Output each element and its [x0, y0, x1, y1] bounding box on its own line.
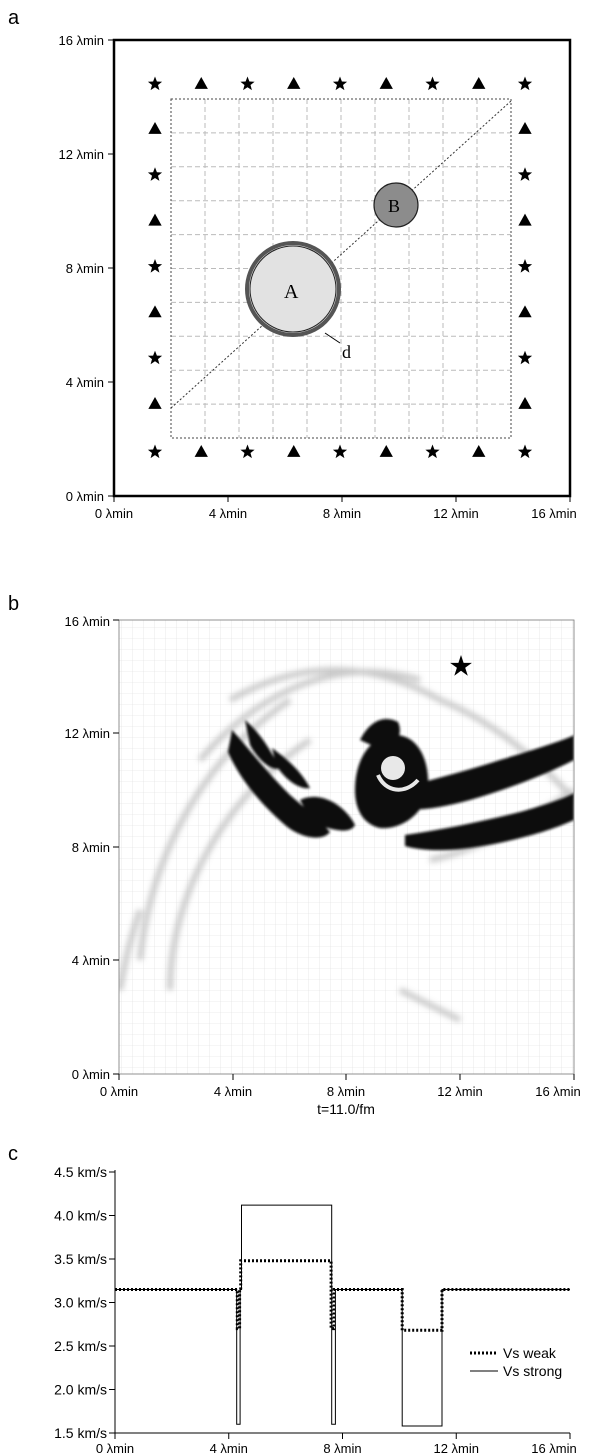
panel-a-x-ticks: 0 λmin 4 λmin 8 λmin 12 λmin 16 λmin [95, 496, 577, 521]
c-xtick-label: 12 λmin [433, 1441, 479, 1454]
receiver-triangle-icon [472, 445, 486, 457]
c-ytick-label: 2.5 km/s [54, 1338, 107, 1354]
anomaly-a [245, 241, 341, 337]
time-caption: t=11.0/fm [317, 1101, 375, 1117]
anomaly-b [373, 182, 419, 228]
series-vs-weak [115, 1259, 570, 1332]
receiver-star-icon [147, 350, 163, 365]
diagonal-profile [170, 100, 512, 409]
c-ytick-label: 1.5 km/s [54, 1425, 107, 1441]
receiver-triangle-icon [379, 445, 393, 457]
receiver-triangle-icon [287, 77, 301, 89]
legend-label-weak: Vs weak [503, 1345, 557, 1361]
c-ytick-label: 3.0 km/s [54, 1295, 107, 1311]
receiver-triangle-icon [379, 77, 393, 89]
c-series [115, 1204, 570, 1427]
receiver-star-icon [240, 76, 255, 91]
receivers [147, 76, 533, 459]
c-ytick-label: 2.0 km/s [54, 1382, 107, 1398]
c-ytick-label: 4.0 km/s [54, 1208, 107, 1224]
a-ytick-label: 4 λmin [66, 375, 104, 390]
a-ytick-label: 12 λmin [58, 147, 104, 162]
a-xtick-label: 12 λmin [433, 506, 479, 521]
receiver-triangle-icon [518, 213, 532, 226]
receiver-star-icon [332, 76, 348, 91]
c-ytick-label: 3.5 km/s [54, 1251, 107, 1267]
b-xtick-label: 12 λmin [437, 1084, 483, 1099]
c-ytick-label: 4.5 km/s [54, 1164, 107, 1180]
receiver-star-icon [425, 444, 440, 459]
series-vs-strong [115, 1204, 570, 1427]
b-xtick-label: 4 λmin [214, 1084, 252, 1099]
receiver-triangle-icon [194, 77, 208, 89]
c-xtick-label: 16 λmin [531, 1441, 577, 1454]
c-xtick-label: 4 λmin [210, 1441, 248, 1454]
a-ytick-label: 16 λmin [58, 33, 104, 48]
panel-a: a A B d 16 λmin 12 λmin 8 λmin 4 λmin 0 … [8, 7, 577, 521]
receiver-star-icon [517, 350, 533, 365]
receiver-star-icon [517, 76, 533, 91]
a-ytick-label: 8 λmin [66, 261, 104, 276]
label-d: d [342, 342, 351, 362]
b-xtick-label: 0 λmin [100, 1084, 138, 1099]
a-xtick-label: 0 λmin [95, 506, 133, 521]
c-y-ticks: 1.5 km/s 2.0 km/s 2.5 km/s 3.0 km/s 3.5 km/s… [54, 1164, 115, 1441]
c-x-ticks: 0 λmin 4 λmin 8 λmin 12 λmin 16 λmin [96, 1433, 577, 1454]
c-xtick-label: 0 λmin [96, 1441, 134, 1454]
receiver-triangle-icon [287, 445, 301, 457]
panel-b-x-ticks: 0 λmin 4 λmin 8 λmin 12 λmin 16 λmin [100, 1074, 581, 1099]
b-ytick-label: 8 λmin [72, 840, 110, 855]
inner-grid [171, 99, 511, 438]
panel-c-label: c [8, 1143, 18, 1165]
label-b: B [388, 196, 400, 216]
receiver-triangle-icon [518, 397, 532, 409]
b-xtick-label: 16 λmin [535, 1084, 581, 1099]
c-legend: Vs weak Vs strong [470, 1345, 562, 1379]
a-xtick-label: 16 λmin [531, 506, 577, 521]
legend-label-strong: Vs strong [503, 1363, 562, 1379]
spectral-element-mesh [119, 620, 574, 1074]
receiver-star-icon [517, 444, 533, 459]
a-xtick-label: 8 λmin [323, 506, 361, 521]
panel-b: b [8, 593, 581, 1117]
receiver-triangle-icon [472, 77, 486, 89]
receiver-triangle-icon [518, 305, 532, 318]
wavefield-snapshot [119, 667, 574, 1023]
b-ytick-label: 12 λmin [64, 726, 110, 741]
receiver-star-icon [517, 259, 533, 273]
receiver-triangle-icon [194, 445, 208, 457]
receiver-star-icon [147, 167, 163, 181]
b-ytick-label: 16 λmin [64, 614, 110, 629]
label-d-leader [324, 332, 341, 344]
receiver-star-icon [517, 167, 533, 181]
panel-c: c 1.5 km/s 2.0 km/s 2.5 km/s 3.0 km/s 3.5 km… [8, 1143, 577, 1454]
source-star-icon [450, 655, 472, 676]
receiver-triangle-icon [518, 122, 532, 134]
label-a: A [284, 281, 299, 303]
inner-region [170, 98, 512, 439]
a-ytick-label: 0 λmin [66, 489, 104, 504]
receiver-star-icon [240, 444, 255, 459]
receiver-triangle-icon [148, 213, 162, 226]
panel-a-label: a [8, 7, 20, 29]
panel-b-y-ticks: 16 λmin 12 λmin 8 λmin 4 λmin 0 λmin [64, 614, 119, 1082]
receiver-star-icon [147, 444, 163, 459]
b-ytick-label: 4 λmin [72, 953, 110, 968]
receiver-triangle-icon [148, 122, 162, 134]
receiver-star-icon [332, 444, 348, 459]
b-ytick-label: 0 λmin [72, 1067, 110, 1082]
receiver-star-icon [147, 259, 163, 273]
receiver-star-icon [147, 76, 163, 91]
receiver-triangle-icon [148, 305, 162, 318]
panel-b-label: b [8, 593, 19, 615]
receiver-triangle-icon [148, 397, 162, 409]
b-xtick-label: 8 λmin [327, 1084, 365, 1099]
c-xtick-label: 8 λmin [323, 1441, 361, 1454]
receiver-star-icon [425, 76, 440, 91]
anomaly-a-inner-edge [249, 245, 337, 333]
panel-a-y-ticks: 16 λmin 12 λmin 8 λmin 4 λmin 0 λmin [58, 33, 114, 504]
a-xtick-label: 4 λmin [209, 506, 247, 521]
